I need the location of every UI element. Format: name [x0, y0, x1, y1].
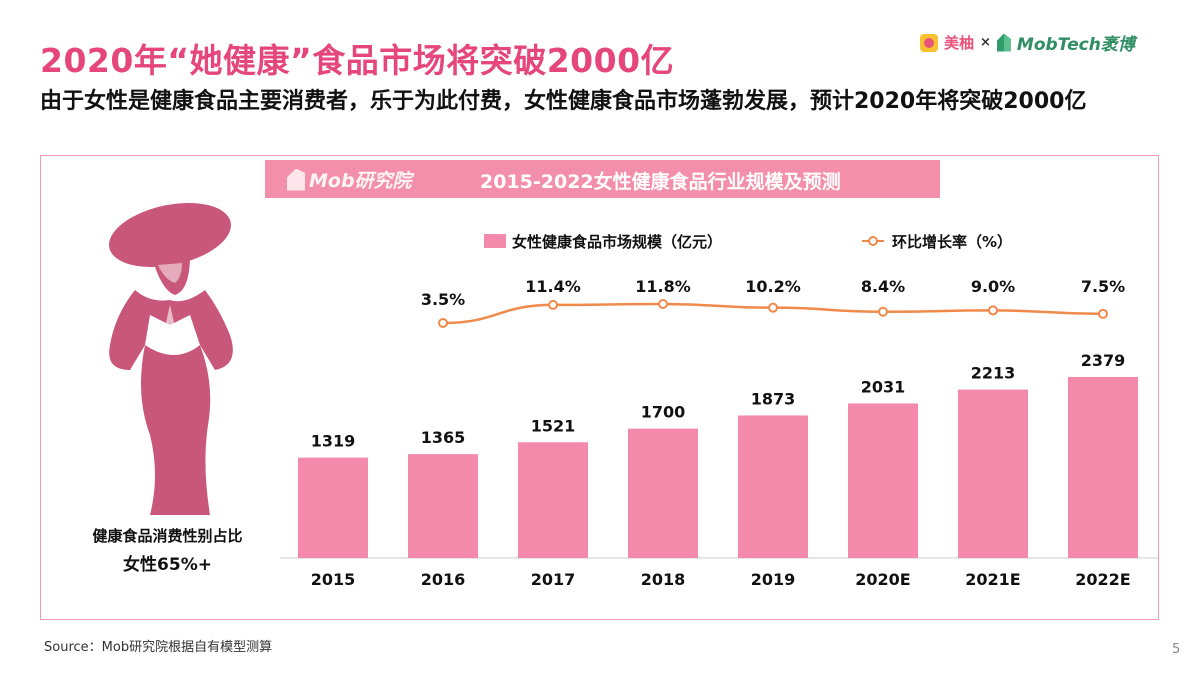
- bar-2017: [518, 442, 588, 558]
- meiyou-logo-icon: [920, 33, 938, 52]
- page-number: 5: [1172, 642, 1181, 657]
- mob-research-logo-text: Mob研究院: [309, 170, 412, 192]
- chart-banner: Mob研究院 2015-2022女性健康食品行业规模及预测: [265, 160, 940, 198]
- legend-line-label: 环比增长率（%）: [892, 233, 1012, 251]
- growth-point-2022E: [1098, 308, 1108, 319]
- legend-line-marker: [868, 236, 878, 246]
- growth-label-2016: 3.5%: [421, 290, 465, 309]
- bar-2018: [628, 428, 698, 558]
- bar-2015: [298, 457, 368, 558]
- growth-label-2019: 10.2%: [745, 277, 801, 296]
- growth-point-2017: [548, 299, 558, 310]
- growth-label-2020E: 8.4%: [861, 277, 905, 296]
- legend-bar-label: 女性健康食品市场规模（亿元）: [512, 233, 722, 251]
- mob-research-logo: Mob研究院: [287, 166, 412, 193]
- growth-label-2018: 11.8%: [635, 277, 691, 296]
- chart-frame: [40, 155, 1159, 620]
- growth-point-2020E: [878, 306, 888, 317]
- bar-2022E: [1068, 376, 1138, 558]
- x-tick-2018: 2018: [641, 570, 686, 589]
- x-tick-2019: 2019: [751, 570, 796, 589]
- x-tick-2021E: 2021E: [965, 570, 1020, 589]
- mobtech-logo: MobTech袤博: [1016, 35, 1135, 55]
- growth-label-2022E: 7.5%: [1081, 277, 1125, 296]
- growth-point-2016: [438, 318, 448, 328]
- bar-2016: [408, 454, 478, 558]
- x-tick-2015: 2015: [311, 570, 356, 589]
- page-title: 2020年“她健康”食品市场将突破2000亿: [40, 41, 675, 80]
- bar-2020E: [848, 403, 918, 558]
- x-tick-2017: 2017: [531, 570, 576, 589]
- bar-label-2019: 1873: [751, 389, 796, 408]
- bar-label-2018: 1700: [641, 403, 686, 422]
- gender-share-label: 健康食品消费性别占比: [92, 527, 243, 545]
- bar-label-2017: 1521: [531, 416, 576, 435]
- growth-point-2018: [658, 298, 668, 309]
- x-tick-2022E: 2022E: [1075, 570, 1130, 589]
- bar-2021E: [958, 389, 1028, 558]
- bar-label-2021E: 2213: [971, 364, 1016, 383]
- logo-separator: ×: [980, 35, 991, 50]
- growth-label-2017: 11.4%: [525, 277, 581, 296]
- logo-bar: 美柚 × MobTech袤博: [920, 30, 1135, 55]
- source-note: Source：Mob研究院根据自有模型测算: [44, 640, 273, 655]
- bar-2019: [738, 415, 808, 558]
- page-subtitle: 由于女性是健康食品主要消费者，乐于为此付费，女性健康食品市场蓬勃发展，预计202…: [40, 89, 1087, 114]
- meiyou-logo: 美柚: [944, 34, 975, 52]
- bar-label-2015: 1319: [311, 432, 356, 451]
- growth-point-2019: [768, 302, 778, 313]
- chart-title: 2015-2022女性健康食品行业规模及预测: [480, 171, 841, 193]
- bar-label-2020E: 2031: [861, 377, 906, 396]
- x-tick-2020E: 2020E: [855, 570, 910, 589]
- woman-illustration: [109, 202, 233, 515]
- gender-share-value: 女性65%+: [123, 555, 212, 575]
- bar-label-2016: 1365: [421, 428, 466, 447]
- building-icon: [287, 168, 305, 191]
- x-tick-2016: 2016: [421, 570, 466, 589]
- growth-point-2021E: [988, 305, 998, 316]
- mobtech-logo-icon: [996, 33, 1011, 52]
- legend-bar-swatch: [484, 234, 506, 248]
- growth-label-2021E: 9.0%: [971, 277, 1015, 296]
- bar-label-2022E: 2379: [1081, 351, 1126, 370]
